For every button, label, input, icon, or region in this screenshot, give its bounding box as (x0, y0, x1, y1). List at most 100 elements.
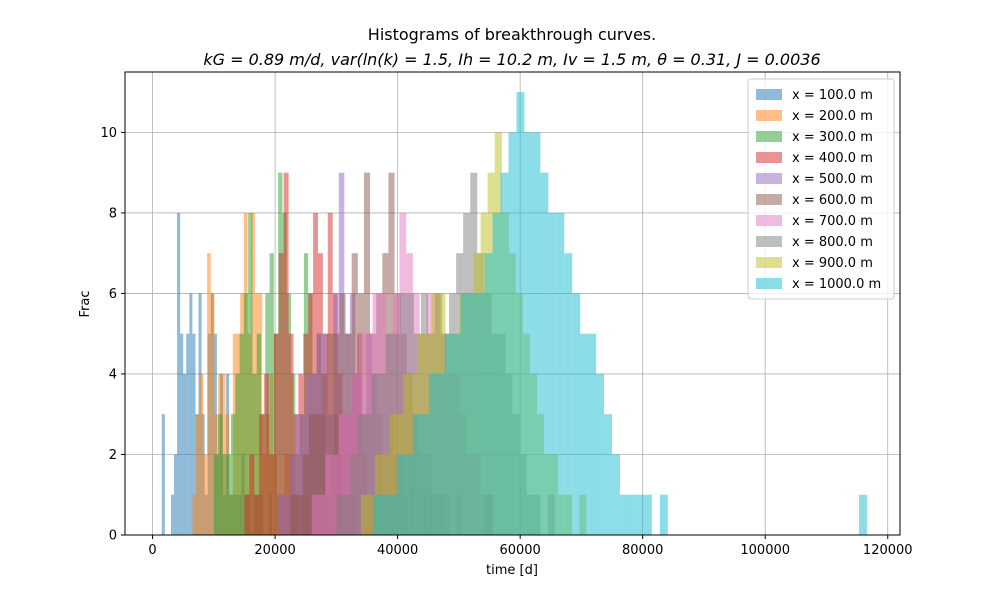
legend-label: x = 500.0 m (792, 172, 873, 187)
histogram-bar (612, 454, 621, 535)
histogram-bar (460, 293, 469, 535)
histogram-bar (161, 414, 165, 535)
histogram-bar (268, 454, 274, 535)
legend-label: x = 200.0 m (792, 109, 873, 124)
histogram-bar (321, 373, 328, 535)
plot-frame (124, 71, 901, 536)
x-tick-label: 20000 (254, 543, 295, 558)
series-10-bars (373, 92, 867, 536)
histogram-bar (357, 414, 365, 535)
histogram-bar (659, 494, 668, 535)
legend-label: x = 800.0 m (792, 235, 873, 250)
legend-swatch (756, 257, 782, 268)
histogram-bar (444, 333, 453, 535)
legend-swatch (756, 236, 782, 247)
histogram-bar (373, 494, 382, 535)
chart-subtitle: kG = 0.89 m/d, var(ln(k) = 1.5, Ih = 10.… (203, 50, 820, 69)
legend-swatch (756, 110, 782, 121)
histogram-bar (524, 132, 533, 536)
histogram-bar (302, 454, 309, 535)
legend-label: x = 1000.0 m (792, 277, 881, 292)
histogram-bar (314, 414, 322, 535)
histogram-bar (556, 212, 565, 536)
histogram-bar (226, 454, 231, 535)
histogram-bar (296, 494, 303, 535)
histogram-bar (222, 454, 227, 535)
histogram-bar (180, 333, 184, 535)
histogram-bar (476, 293, 485, 535)
y-tick-label: 4 (109, 367, 117, 382)
histogram-bar (588, 333, 597, 535)
histogram-bar (367, 494, 375, 535)
histogram-bar (248, 212, 253, 536)
x-axis-label: time [d] (486, 563, 538, 578)
legend-swatch (756, 215, 782, 226)
histogram-bar (311, 494, 319, 535)
histogram-bar (548, 212, 557, 536)
legend-label: x = 100.0 m (792, 88, 873, 103)
y-tick-label: 6 (109, 287, 117, 302)
histogram-bar (239, 333, 244, 535)
x-tick-label: 60000 (499, 543, 540, 558)
histogram-bar (244, 494, 250, 535)
histogram-bar (243, 293, 249, 535)
histogram-bar (508, 132, 517, 536)
histogram-bar (468, 293, 477, 535)
histogram-bar (235, 373, 240, 535)
histogram-bar (580, 333, 589, 535)
legend-swatch (756, 89, 782, 100)
legend: x = 100.0 m x = 200.0 m x = 300.0 m x = 400… (747, 78, 895, 300)
histogram-bar (249, 454, 255, 535)
histogram-bar (420, 414, 429, 535)
histogram-bar (532, 132, 541, 536)
legend-label: x = 400.0 m (792, 151, 873, 166)
histogram-bar (278, 253, 284, 535)
histogram-bar (360, 494, 368, 535)
histogram-bar (177, 212, 181, 536)
histogram-bar (256, 333, 262, 535)
x-tick-label: 80000 (622, 543, 663, 558)
histogram-bar (643, 494, 652, 535)
histogram-bar (404, 454, 413, 535)
histogram-bar (196, 414, 200, 535)
legend-label: x = 600.0 m (792, 193, 873, 208)
histogram-bar (428, 373, 437, 535)
histogram-bar (254, 494, 260, 535)
histogram-bar (327, 333, 334, 535)
histogram-bar (492, 212, 501, 536)
histogram-bar (389, 494, 398, 535)
histogram-bar (627, 494, 636, 535)
x-tick-label: 120000 (863, 543, 913, 558)
y-tick-label: 8 (109, 206, 117, 221)
histogram-bar (252, 373, 257, 535)
legend-swatch (756, 194, 782, 205)
histogram-bar (540, 172, 549, 536)
histogram-bar (199, 373, 204, 535)
histogram-bar (203, 454, 208, 535)
x-tick-label: 40000 (377, 543, 418, 558)
histogram-bar (288, 333, 294, 535)
histogram-bar (333, 333, 340, 535)
histogram-bar (500, 172, 509, 536)
legend-swatch (756, 131, 782, 142)
histogram-bar (381, 494, 390, 535)
histogram-bar (389, 414, 397, 535)
histogram-bar (290, 494, 297, 535)
histogram-bar (343, 494, 351, 535)
legend-label: x = 900.0 m (792, 256, 873, 271)
histogram-bar (604, 414, 613, 535)
histogram-bar (596, 373, 605, 535)
x-tick-label: 100000 (740, 543, 790, 558)
histogram-bars (161, 92, 867, 536)
histogram-bar (210, 293, 215, 535)
histogram-bar (858, 494, 867, 535)
histogram-bar (278, 494, 284, 535)
histogram-bar (213, 454, 219, 535)
histogram-bar (308, 414, 315, 535)
histogram-bar (283, 172, 289, 536)
legend-label: x = 300.0 m (792, 130, 873, 145)
histogram-bar (350, 454, 358, 535)
histogram-bar (207, 253, 211, 535)
histogram-bar (452, 333, 461, 535)
